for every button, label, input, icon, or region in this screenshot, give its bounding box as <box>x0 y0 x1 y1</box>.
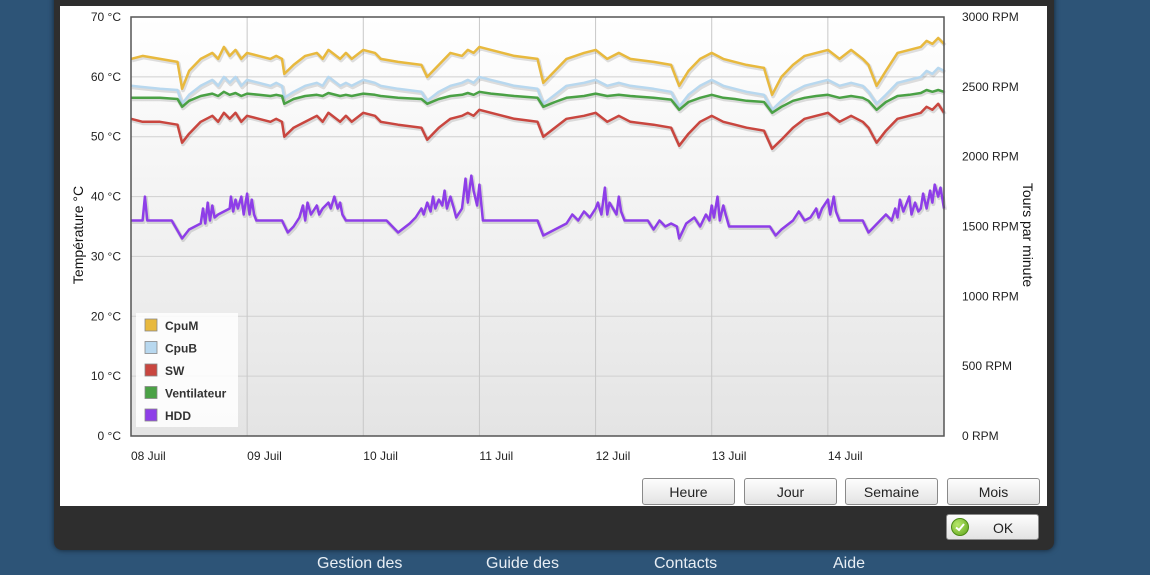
x-tick-label: 14 Juil <box>828 449 863 463</box>
y-right-tick-label: 0 RPM <box>962 429 999 443</box>
ok-button-label: OK <box>993 520 1014 536</box>
hour-button[interactable]: Heure <box>642 478 735 505</box>
check-icon <box>951 518 969 536</box>
series-line-cpum <box>130 36 945 97</box>
y-left-tick-label: 20 °C <box>91 309 121 323</box>
footer-link-guide[interactable]: Guide des <box>486 555 559 572</box>
plot-area <box>131 17 944 436</box>
temperature-chart: 0 °C10 °C20 °C30 °C40 °C50 °C60 °C70 °C … <box>70 10 1036 463</box>
x-tick-label: 12 Juil <box>596 449 631 463</box>
y-right-tick-label: 2000 RPM <box>962 150 1019 164</box>
y-left-tick-label: 50 °C <box>91 130 121 144</box>
ok-button[interactable]: OK <box>946 514 1039 540</box>
y-right-tick-label: 1500 RPM <box>962 220 1019 234</box>
x-tick-label: 10 Juil <box>363 449 398 463</box>
y-left-tick-label: 60 °C <box>91 70 121 84</box>
legend-swatch-ventilateur <box>144 386 158 399</box>
y-right-tick-label: 2500 RPM <box>962 80 1019 94</box>
legend-swatch-sw <box>144 363 158 377</box>
month-button[interactable]: Mois <box>947 478 1040 505</box>
x-tick-label: 08 Juil <box>131 449 166 463</box>
series-line-hdd <box>131 174 946 240</box>
series-line-shadow-ventilateur <box>132 89 946 117</box>
x-tick-label: 09 Juil <box>247 449 282 463</box>
y-left-tick-label: 70 °C <box>91 10 121 24</box>
y-left-tick-label: 0 °C <box>98 429 122 443</box>
legend-swatch-hdd <box>144 408 158 422</box>
y-left-tick-label: 10 °C <box>91 369 121 383</box>
day-button[interactable]: Jour <box>744 478 837 505</box>
chart-legend: CpuM CpuB SW Ventilateur HDD <box>136 313 238 427</box>
series-line-cpub <box>130 66 945 112</box>
legend-label-ventilateur: Ventilateur <box>165 387 227 401</box>
y-left-tick-label: 40 °C <box>91 190 121 204</box>
plot-frame <box>130 16 945 437</box>
y-right-tick-label: 500 RPM <box>962 359 1012 373</box>
footer-link-aide[interactable]: Aide <box>833 555 866 572</box>
footer-link-contacts[interactable]: Contacts <box>654 555 718 572</box>
legend-label-sw: SW <box>165 364 185 378</box>
chart-panel: 0 °C 10 °C 20 °C 30 °C 40 °C 50 °C 60 °C 70 °C … <box>60 6 1047 506</box>
series-line-ventilateur <box>131 88 945 115</box>
y-right-tick-label: 1000 RPM <box>962 289 1019 303</box>
legend-label-cpum: CpuM <box>165 319 198 333</box>
y-left-tick-label: 30 °C <box>91 249 121 263</box>
y-axis-left-label: Température °C <box>70 186 86 284</box>
series-line-sw <box>130 102 946 150</box>
legend-label-hdd: HDD <box>165 409 191 423</box>
legend-label-cpub: CpuB <box>165 342 197 356</box>
x-tick-label: 13 Juil <box>712 449 747 463</box>
x-tick-label: 11 Juil <box>479 449 513 463</box>
legend-swatch-cpub <box>144 341 158 354</box>
footer-link-gestion[interactable]: Gestion des <box>317 555 403 572</box>
y-right-tick-label: 3000 RPM <box>962 10 1019 24</box>
week-button[interactable]: Semaine <box>845 478 938 505</box>
legend-swatch-cpum <box>144 318 158 332</box>
y-axis-right-label: Tours par minute <box>1020 183 1036 287</box>
footer-nav: Gestion des Guide des Contacts Aide <box>0 555 1150 575</box>
